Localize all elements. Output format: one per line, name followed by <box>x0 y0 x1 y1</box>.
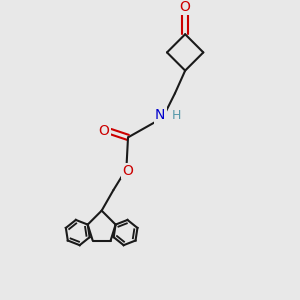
Text: O: O <box>99 124 110 138</box>
Text: N: N <box>155 108 165 122</box>
Text: O: O <box>180 0 190 14</box>
Text: H: H <box>172 110 181 122</box>
Text: O: O <box>122 164 133 178</box>
